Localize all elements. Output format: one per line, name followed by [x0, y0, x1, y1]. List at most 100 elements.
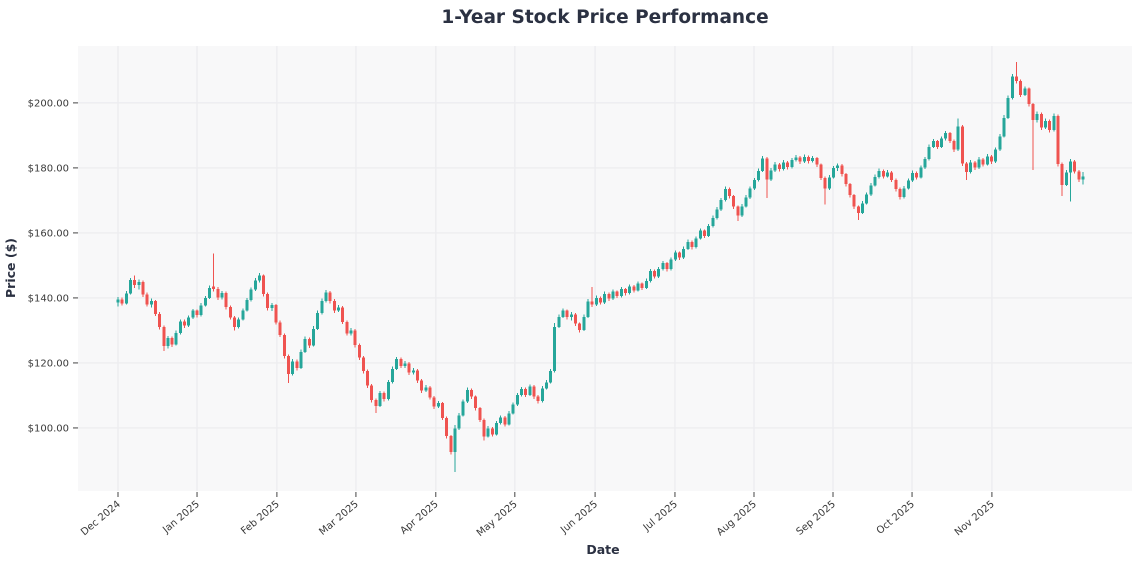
candle-body-down [158, 313, 162, 328]
candle-body-down [819, 164, 823, 178]
candle-body-up [744, 197, 748, 207]
candle-body-down [357, 345, 361, 358]
candle-body-down [370, 385, 374, 400]
candle-body-up [769, 170, 773, 180]
candle-body-up [436, 403, 440, 407]
candle-body-down [690, 242, 694, 248]
candle-body-up [378, 393, 382, 406]
candle-body-down [224, 293, 228, 308]
candle-body-down [332, 301, 336, 311]
candle-body-down [881, 170, 885, 177]
candle-body-up [694, 238, 698, 248]
candle-body-down [120, 299, 124, 304]
candle-body-down [798, 157, 802, 162]
candle-body-down [898, 189, 902, 198]
candle-body-down [274, 305, 278, 323]
candle-body-down [420, 380, 424, 391]
candle-body-down [574, 314, 578, 324]
candle-body-up [723, 189, 727, 201]
candle-body-up [906, 180, 910, 189]
candle-body-up [336, 307, 340, 311]
candle-body-up [320, 301, 324, 314]
candle-body-up [611, 291, 615, 299]
candle-body-down [478, 408, 482, 420]
x-axis-label: Date [586, 542, 619, 557]
candle-body-down [328, 292, 332, 302]
candle-body-up [316, 313, 320, 329]
candle-body-up [137, 281, 141, 286]
candle-body-down [162, 327, 166, 347]
candle-body-up [1006, 98, 1010, 118]
candle-body-up [499, 417, 503, 424]
candle-body-down [183, 321, 187, 326]
candle-body-up [199, 305, 203, 316]
candle-body-down [806, 156, 810, 162]
candle-body-up [719, 200, 723, 210]
candle-body-up [549, 371, 553, 383]
candle-body-up [603, 294, 607, 303]
candle-body-up [994, 149, 998, 162]
y-tick-label: $160.00 [28, 228, 69, 239]
candle-body-up [553, 326, 557, 372]
candle-body-up [569, 314, 573, 318]
candle-body-up [174, 333, 178, 345]
candle-body-up [985, 156, 989, 165]
candle-body-down [1031, 104, 1035, 120]
candle-body-down [623, 289, 627, 294]
candle-body-down [915, 172, 919, 178]
candle-body-up [149, 300, 153, 305]
plot-area [78, 46, 1132, 491]
y-tick-label: $140.00 [28, 293, 69, 304]
candle-body-up [748, 188, 752, 198]
candle-body-down [840, 165, 844, 175]
x-tick-label: Jun 2025 [558, 499, 600, 537]
candle-body-up [528, 386, 532, 395]
candle-body-down [736, 206, 740, 216]
candle-body-down [440, 403, 444, 418]
candle-body-down [449, 436, 453, 452]
x-tick-label: Aug 2025 [715, 499, 759, 538]
candle-body-down [262, 275, 266, 295]
candle-body-down [665, 263, 669, 269]
candle-body-down [366, 371, 370, 386]
y-tick-label: $120.00 [28, 358, 69, 369]
candle-body-up [191, 310, 195, 318]
candle-body-up [969, 162, 973, 173]
candle-body-up [349, 330, 353, 334]
candle-body-down [266, 294, 270, 308]
candle-body-up [178, 321, 182, 334]
candle-body-down [1027, 88, 1031, 105]
candle-body-up [299, 351, 303, 368]
x-tick-label: Mar 2025 [317, 499, 360, 538]
y-axis-label: Price ($) [3, 238, 18, 298]
candle-body-up [869, 185, 873, 195]
candle-body-up [1002, 117, 1006, 137]
x-tick-label: Nov 2025 [953, 499, 997, 538]
x-tick-label: Oct 2025 [875, 499, 917, 537]
candle-body-down [640, 283, 644, 288]
candle-body-up [931, 141, 935, 147]
candle-body-up [561, 310, 565, 317]
candle-body-down [727, 189, 731, 197]
plot-layer: $100.00 $120.00 $140.00 $160.00 $180.00 $200.… [28, 46, 1132, 539]
candle-body-up [669, 259, 673, 269]
candle-body-down [765, 158, 769, 180]
candle-body-up [544, 382, 548, 389]
candle-body-up [628, 286, 632, 294]
candle-body-down [341, 307, 345, 322]
x-tick-label: May 2025 [475, 499, 520, 539]
candle-body-down [141, 281, 145, 295]
candle-body-up [998, 136, 1002, 150]
candle-body-up [1010, 76, 1014, 99]
candle-body-down [482, 419, 486, 437]
candle-body-down [1060, 163, 1064, 185]
candle-body-down [948, 133, 952, 141]
candle-body-down [1014, 76, 1018, 82]
candle-body-down [145, 294, 149, 305]
candle-body-down [470, 389, 474, 397]
y-tick-label: $180.00 [28, 163, 69, 174]
candle-body-up [203, 297, 207, 306]
candle-body-up [1064, 172, 1068, 185]
candle-body-up [707, 226, 711, 236]
candle-body-down [844, 174, 848, 185]
